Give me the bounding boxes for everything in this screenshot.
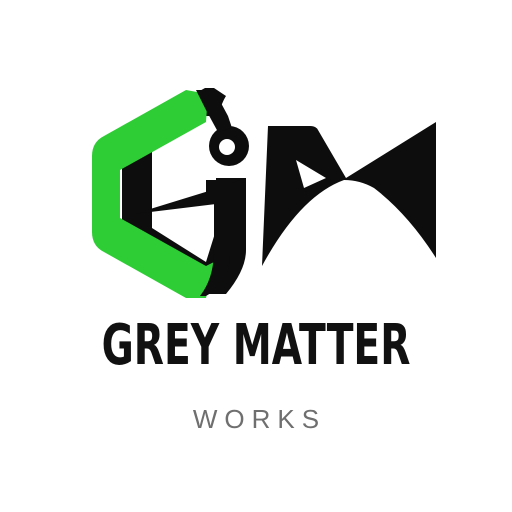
m-letter-shape — [262, 122, 436, 266]
g-letter-shape — [92, 90, 214, 298]
g-node-hole — [219, 139, 235, 155]
g-stem-shape — [200, 180, 230, 296]
brand-tagline: WORKS — [192, 404, 327, 434]
brand-name: GREY MATTER — [101, 313, 411, 378]
g-node-connector — [196, 90, 232, 132]
